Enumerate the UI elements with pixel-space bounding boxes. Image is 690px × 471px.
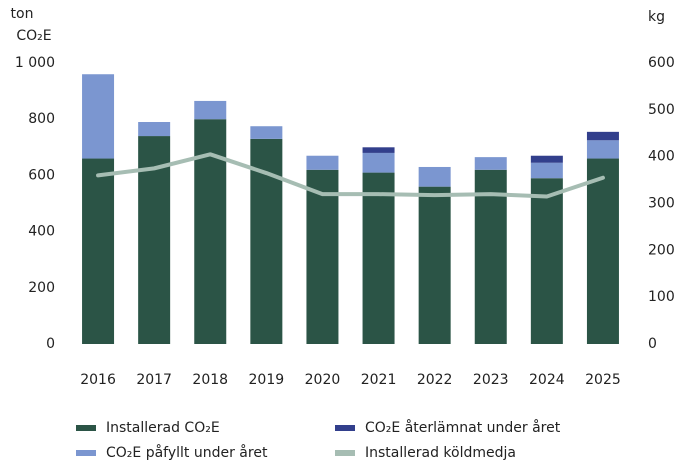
y2-tick-label: 300: [648, 196, 675, 212]
legend-swatch: [76, 450, 96, 456]
y-tick-label: 600: [28, 167, 55, 183]
legend-label: Installerad CO₂E: [106, 420, 220, 436]
legend-swatch: [335, 450, 355, 456]
bar-segment: [250, 126, 283, 139]
legend-swatch: [335, 425, 355, 431]
y2-tick-label: 400: [648, 149, 675, 165]
bar-segment: [418, 166, 451, 187]
x-tick-label: 2016: [80, 372, 116, 388]
bar-segment: [586, 131, 619, 141]
y-tick-label: 400: [28, 224, 55, 240]
line: [96, 152, 605, 199]
bar-segment: [586, 140, 619, 159]
legend-label: CO₂E återlämnat under året: [365, 419, 561, 436]
y2-tick-label: 600: [648, 55, 675, 71]
bar-segment: [474, 169, 507, 344]
y2-tick-label: 200: [648, 242, 675, 258]
y-tick-label: 1 000: [15, 55, 55, 71]
y-axis-label: ton: [11, 6, 34, 22]
bar-segment: [362, 147, 395, 153]
bar-segment: [418, 186, 451, 344]
x-tick-label: 2022: [417, 372, 453, 388]
y-tick-label: 200: [28, 280, 55, 296]
y-tick-label: 800: [28, 111, 55, 127]
bar-segment: [138, 122, 171, 137]
bar-segment: [362, 152, 395, 173]
legend-swatch: [76, 425, 96, 431]
legend-label: Installerad köldmedja: [365, 445, 516, 461]
y2-tick-label: 0: [648, 336, 657, 352]
bar-segment: [530, 178, 563, 344]
bar-segment: [530, 155, 563, 163]
x-tick-label: 2021: [361, 372, 397, 388]
bar-segment: [82, 158, 115, 344]
x-tick-label: 2018: [192, 372, 228, 388]
y2-axis-label: kg: [648, 9, 665, 25]
x-tick-label: 2024: [529, 372, 565, 388]
x-tick-label: 2019: [249, 372, 285, 388]
bar-segment: [306, 155, 339, 170]
x-tick-label: 2020: [305, 372, 341, 388]
bar-segment: [82, 74, 115, 159]
x-tick-label: 2025: [585, 372, 621, 388]
y-axis-label: CO₂E: [16, 28, 51, 44]
y-tick-label: 0: [46, 336, 55, 352]
bar-segment: [474, 157, 507, 170]
bar-segment: [530, 162, 563, 179]
y2-tick-label: 500: [648, 102, 675, 118]
bar-segment: [586, 158, 619, 344]
bar-segment: [362, 172, 395, 344]
x-tick-label: 2017: [136, 372, 172, 388]
bar-segment: [194, 100, 227, 120]
y2-tick-label: 100: [648, 289, 675, 305]
bar-segment: [306, 169, 339, 344]
legend-label: CO₂E påfyllt under året: [106, 444, 268, 461]
x-tick-label: 2023: [473, 372, 509, 388]
